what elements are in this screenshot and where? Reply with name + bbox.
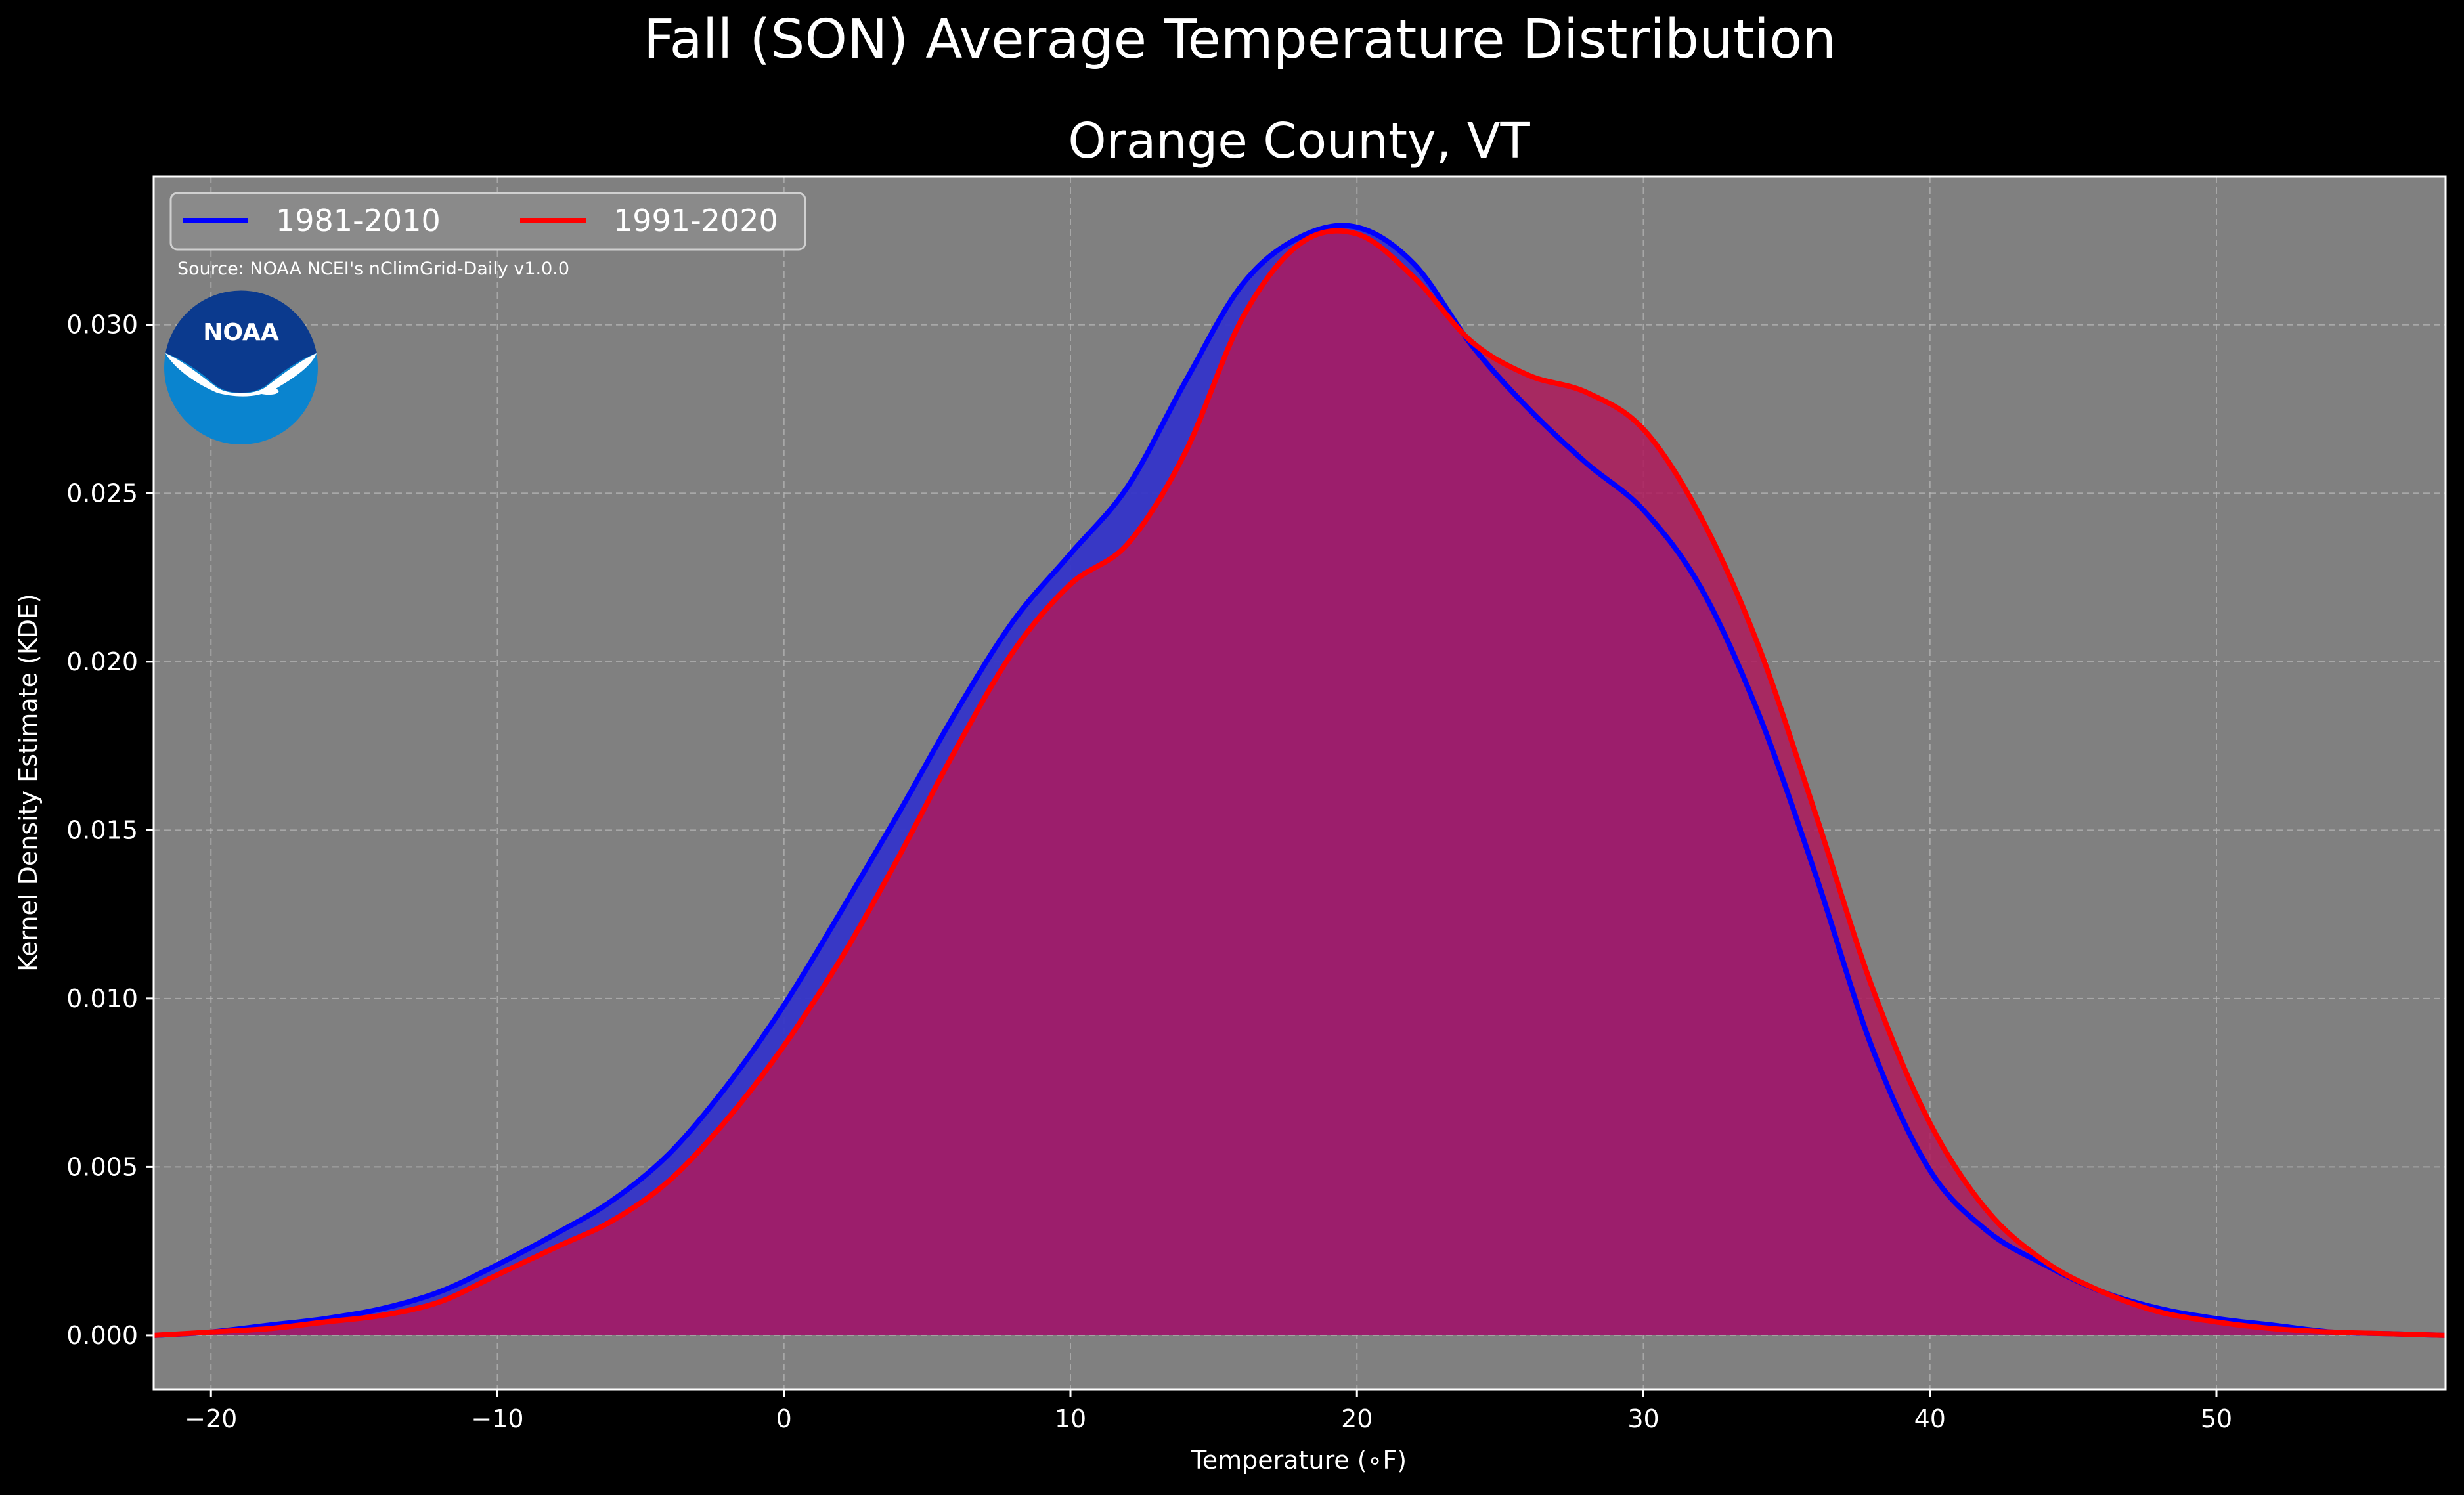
y-tick-label: 0.000	[66, 1321, 138, 1350]
x-axis-ticks: −20 −10 0 10 20 30 40 50	[185, 1389, 2232, 1433]
noaa-logo-icon: NOAA	[164, 290, 318, 444]
y-tick-label: 0.025	[66, 479, 138, 508]
x-axis-label: Temperature (∘F)	[1191, 1446, 1407, 1475]
y-axis-ticks: 0.000 0.005 0.010 0.015 0.020 0.025 0.030	[66, 311, 154, 1350]
legend-box	[169, 192, 806, 251]
plot-frame	[152, 175, 2447, 1391]
y-axis-label: Kernel Density Estimate (KDE)	[14, 594, 43, 972]
noaa-logo-text: NOAA	[203, 319, 279, 346]
x-tick-label: 20	[1341, 1404, 1373, 1433]
series-line-1991-2020	[153, 228, 2446, 1338]
x-tick-label: −20	[185, 1404, 237, 1433]
legend-label-1981-2010: 1981-2010	[276, 203, 441, 238]
x-tick-label: 40	[1914, 1404, 1946, 1433]
y-tick-label: 0.020	[66, 647, 138, 676]
y-tick-label: 0.030	[66, 311, 138, 339]
x-tick-label: 10	[1055, 1404, 1086, 1433]
source-note: Source: NOAA NCEI's nClimGrid-Daily v1.0…	[177, 259, 569, 279]
chart-suptitle: Fall (SON) Average Temperature Distribut…	[644, 9, 1836, 71]
series-lines	[153, 223, 2446, 1338]
series-line-1981-2010	[153, 223, 2446, 1338]
x-tick-label: 50	[2201, 1404, 2232, 1433]
x-tick-label: 0	[776, 1404, 792, 1433]
legend-label-1991-2020: 1991-2020	[613, 203, 778, 238]
series-fill-1991-2020	[154, 230, 2446, 1335]
legend: 1981-2010 1991-2020	[169, 192, 806, 251]
chart-title: Orange County, VT	[1068, 113, 1530, 169]
series-fills	[154, 225, 2446, 1335]
x-tick-label: −10	[471, 1404, 523, 1433]
y-tick-label: 0.010	[66, 984, 138, 1013]
y-tick-label: 0.005	[66, 1152, 138, 1181]
y-tick-label: 0.015	[66, 815, 138, 844]
x-tick-label: 30	[1627, 1404, 1659, 1433]
